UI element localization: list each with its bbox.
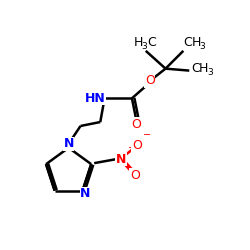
Text: +: + (127, 143, 135, 153)
Text: O: O (132, 139, 142, 152)
Text: 3: 3 (141, 42, 146, 51)
Text: 3: 3 (207, 68, 213, 77)
Text: N: N (116, 153, 126, 166)
Text: H: H (199, 62, 208, 75)
Text: H: H (134, 36, 143, 50)
Text: C: C (147, 36, 156, 50)
Text: H: H (191, 36, 201, 50)
Text: −: − (143, 130, 151, 140)
Text: C: C (183, 36, 192, 50)
Text: O: O (145, 74, 155, 87)
Text: O: O (130, 168, 140, 181)
Text: 3: 3 (199, 42, 205, 51)
Text: N: N (64, 137, 74, 150)
Text: C: C (191, 62, 200, 75)
Text: N: N (80, 187, 91, 200)
Text: O: O (131, 118, 141, 130)
Text: HN: HN (85, 92, 106, 105)
